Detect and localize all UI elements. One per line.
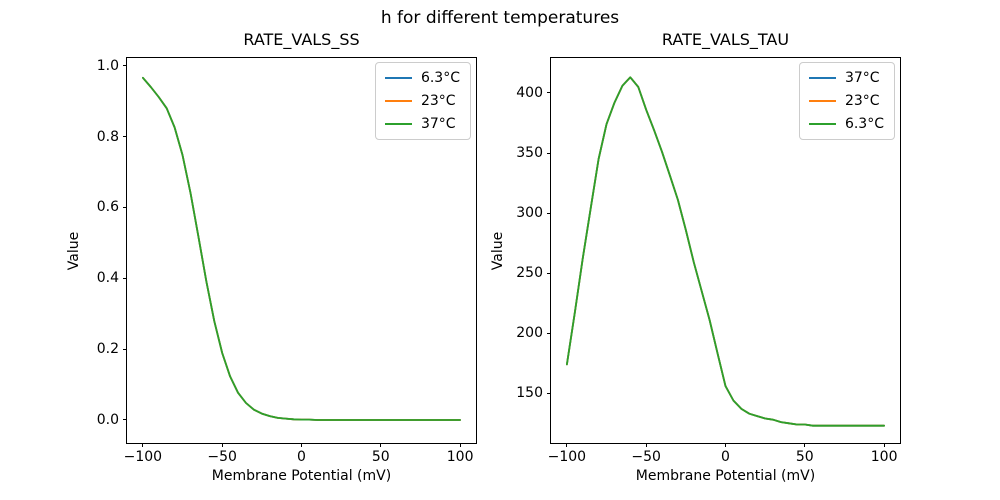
x-tick [459, 443, 461, 447]
legend-line-swatch [808, 100, 836, 103]
y-tick-label: 400 [516, 84, 543, 101]
y-tick-label: 200 [516, 325, 543, 342]
legend: 37°C 23°C 6.3°C [798, 62, 895, 141]
legend-line-swatch [384, 123, 412, 126]
figure-title: h for different temperatures [380, 8, 620, 28]
legend-label: 23°C [420, 93, 456, 110]
series-line-6.3°C [565, 76, 886, 427]
x-tick-label: 100 [446, 449, 474, 465]
x-axis-label: Membrane Potential (mV) [211, 468, 392, 484]
y-axis-label: Value [490, 231, 507, 270]
x-tick [645, 443, 647, 447]
x-tick [380, 443, 382, 447]
axes-rate-vals-tau: RATE_VALS_TAU −100 −50 0 50 100 150 200 250 300 3… [490, 30, 901, 484]
legend-label: 6.3°C [844, 116, 884, 133]
y-axis-label: Value [66, 231, 83, 270]
x-tick-label: 0 [297, 449, 306, 465]
x-tick [566, 443, 568, 447]
legend-label: 6.3°C [420, 70, 460, 86]
legend: 6.3°C 23°C 37°C [374, 62, 471, 141]
x-tick [804, 443, 806, 447]
subplot-title-tau: RATE_VALS_TAU [661, 30, 790, 49]
y-tick-label: 0.2 [96, 341, 119, 358]
x-tick [221, 443, 223, 447]
y-tick-label: 1.0 [96, 57, 119, 74]
x-tick-label: −50 [207, 449, 237, 465]
x-tick-label: −100 [547, 449, 587, 465]
legend-label: 37°C [844, 70, 880, 86]
y-tick-label: 300 [516, 205, 543, 222]
plot-area-tau [565, 76, 886, 427]
legend-label: 23°C [844, 93, 880, 110]
x-tick-label: 0 [721, 449, 730, 465]
legend-line-swatch [808, 77, 836, 80]
x-tick-label: −100 [123, 449, 163, 465]
x-tick [883, 443, 885, 447]
x-tick-label: 50 [795, 449, 814, 465]
legend-item: 23°C [808, 93, 884, 110]
y-tick-label: 350 [516, 145, 543, 162]
legend-label: 37°C [420, 116, 456, 133]
legend-line-swatch [384, 77, 412, 80]
subplot-title-ss: RATE_VALS_SS [243, 30, 360, 49]
y-tick-label: 0.4 [96, 270, 119, 287]
legend-item: 6.3°C [384, 70, 460, 86]
x-tick [725, 443, 726, 447]
axes-rate-vals-ss: RATE_VALS_SS −100 −50 0 50 100 0.0 0.2 0.4 0.6 0.… [66, 30, 477, 484]
plot-area-ss [141, 76, 462, 421]
legend-line-swatch [808, 123, 836, 126]
legend-item: 37°C [808, 70, 884, 86]
series-line-37°C [141, 76, 462, 421]
y-tick-label: 250 [516, 265, 543, 282]
x-tick [301, 443, 302, 447]
y-tick-label: 0.8 [96, 128, 119, 145]
legend-item: 6.3°C [808, 116, 884, 133]
x-tick [142, 443, 144, 447]
x-axis-label: Membrane Potential (mV) [635, 468, 816, 484]
y-tick-label: 0.0 [96, 411, 119, 428]
legend-item: 37°C [384, 116, 460, 133]
x-tick-label: −50 [631, 449, 661, 465]
legend-item: 23°C [384, 93, 460, 110]
x-tick-label: 50 [371, 449, 390, 465]
y-tick-label: 0.6 [96, 199, 119, 216]
x-tick-label: 100 [870, 449, 898, 465]
y-tick-label: 150 [516, 385, 543, 402]
legend-line-swatch [384, 100, 412, 103]
